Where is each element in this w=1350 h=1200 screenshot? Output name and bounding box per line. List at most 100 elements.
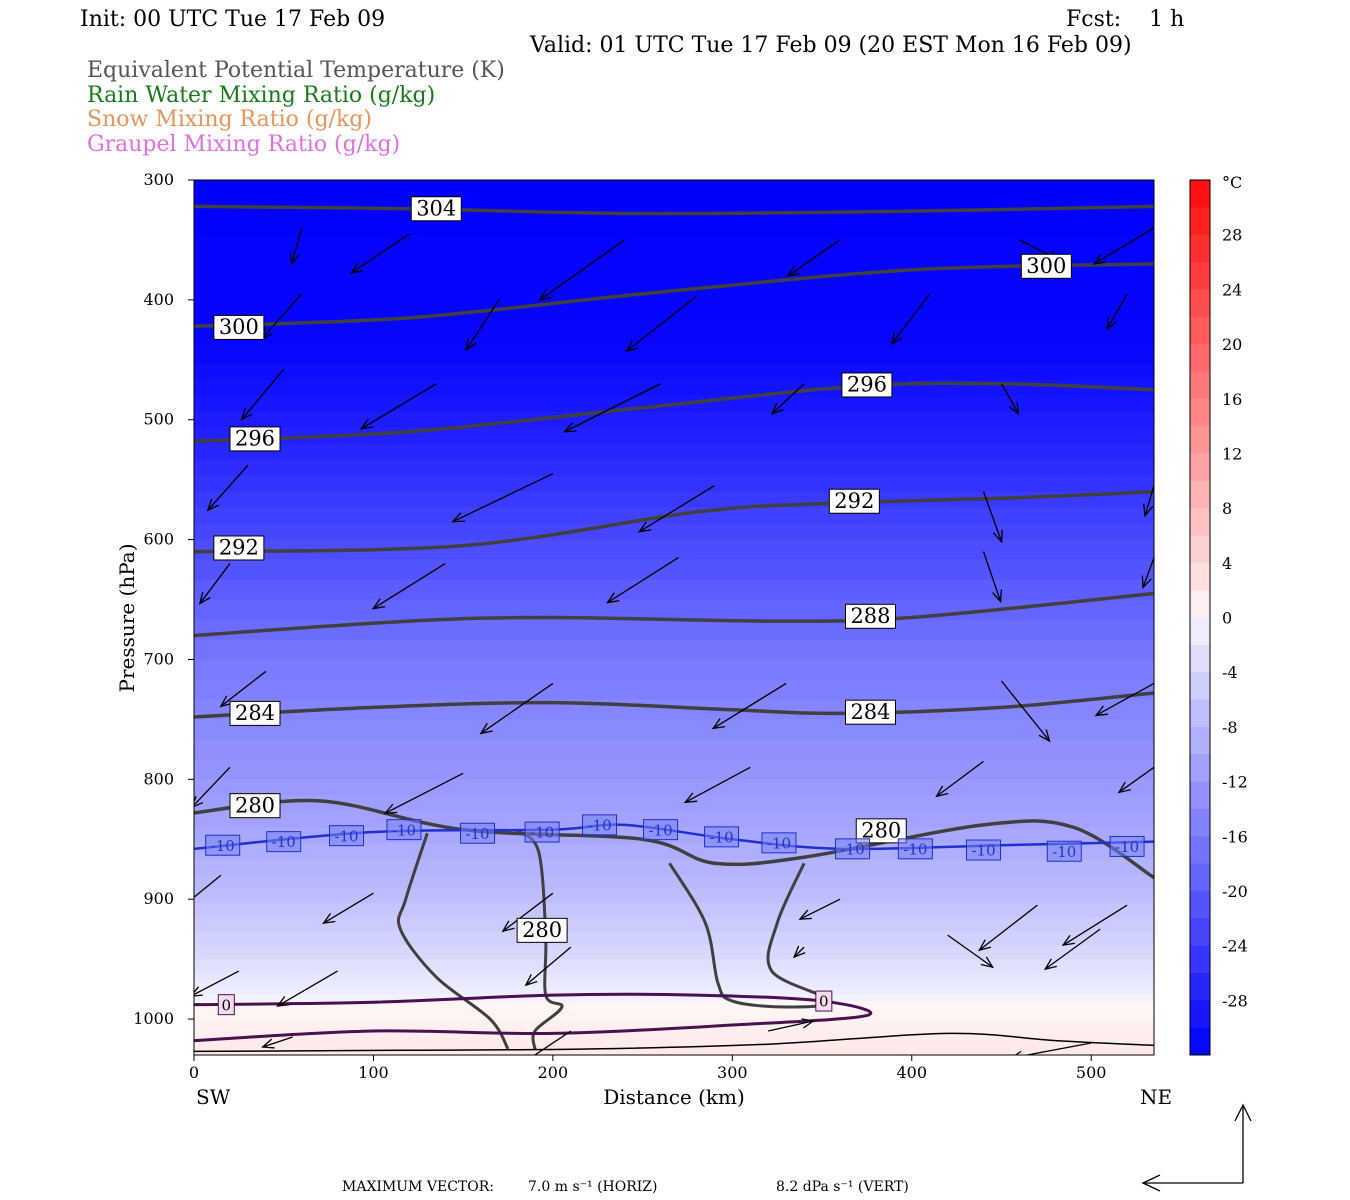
temperature-band — [194, 180, 1154, 209]
colorbar-tick-label: -12 — [1222, 773, 1248, 792]
wind-vector — [947, 934, 995, 969]
temperature-band — [194, 795, 1154, 813]
wind-vector — [890, 293, 931, 346]
wind-vector — [625, 295, 697, 353]
isotherm-label: -10 — [966, 839, 1002, 861]
theta-e-label: 300 — [1020, 253, 1072, 279]
wind-vector — [371, 563, 446, 610]
temperature-band — [194, 579, 1154, 601]
temperature-band — [194, 719, 1154, 741]
colorbar-tick-label: 0 — [1222, 609, 1232, 628]
zero-line-label: 0 — [217, 994, 235, 1016]
wind-vector — [1014, 1042, 1092, 1055]
colorbar-swatch — [1190, 426, 1210, 454]
colorbar-swatch — [1190, 617, 1210, 646]
wind-vector — [1141, 557, 1154, 590]
wind-vector — [198, 563, 231, 605]
wind-vector — [276, 970, 338, 1007]
temperature-band — [194, 475, 1154, 493]
x-axis-label: Distance (km) — [603, 1085, 745, 1109]
colorbar-swatch — [1190, 234, 1210, 263]
colorbar-tick-label: 4 — [1222, 554, 1232, 573]
svg-text:-10: -10 — [587, 816, 611, 834]
colorbar-swatch — [1190, 344, 1210, 372]
svg-text:284: 284 — [850, 700, 890, 724]
temperature-band — [194, 966, 1154, 975]
terrain-line — [194, 1032, 1154, 1053]
wind-vector — [683, 766, 751, 804]
temperature-band — [194, 679, 1154, 701]
isotherm-label: -10 — [1109, 835, 1145, 857]
svg-text:-10: -10 — [530, 824, 554, 842]
svg-text:-10: -10 — [1052, 843, 1076, 861]
colorbar-tick-label: 20 — [1222, 335, 1242, 354]
y-tick-label: 900 — [143, 889, 174, 908]
wind-vector — [637, 485, 715, 533]
temperature-band — [194, 539, 1154, 561]
colorbar: 28 24 20 16 12 8 4 0 -4 -8 -12 -16 -20 -24 -28 — [1189, 179, 1248, 1056]
wind-vectors — [194, 227, 1154, 1055]
temperature-band — [194, 411, 1154, 429]
field-label-rain: Rain Water Mixing Ratio (g/kg) — [87, 83, 435, 108]
temperature-band — [194, 363, 1154, 381]
isotherm-label: -10 — [205, 834, 241, 856]
isotherm-label: -10 — [386, 819, 422, 841]
temperature-band — [194, 559, 1154, 581]
theta-e-label: 296 — [841, 372, 893, 398]
wind-vector — [289, 227, 303, 266]
svg-text:-10: -10 — [392, 821, 416, 839]
temperature-fill-bands — [194, 180, 1154, 1055]
colorbar-swatch — [1190, 672, 1210, 701]
colorbar-swatch — [1190, 316, 1210, 345]
theta-e-line — [194, 262, 1154, 328]
reference-vector-icon — [1141, 1103, 1252, 1192]
colorbar-swatch — [1190, 371, 1210, 400]
temperature-band — [194, 875, 1154, 891]
theta-e-line — [194, 691, 1154, 719]
colorbar-tick-label: -4 — [1222, 663, 1238, 682]
wind-vector — [322, 892, 374, 925]
temperature-band — [194, 980, 1154, 989]
svg-text:300: 300 — [1026, 254, 1066, 278]
temperature-band — [194, 1019, 1154, 1030]
wind-vector — [261, 1036, 293, 1049]
svg-text:-10: -10 — [465, 825, 489, 843]
wind-vector — [538, 239, 626, 301]
theta-e-label: 292 — [213, 535, 265, 561]
temperature-band — [194, 903, 1154, 919]
colorbar-swatch — [1190, 398, 1210, 427]
temperature-band — [194, 1001, 1154, 1012]
temperature-band — [194, 659, 1154, 681]
wind-vector — [982, 491, 1003, 544]
temperature-band — [194, 994, 1154, 1003]
svg-text:288: 288 — [850, 604, 890, 628]
theta-e-label: 284 — [229, 700, 281, 726]
wind-vector — [501, 892, 554, 933]
wind-vector — [1106, 293, 1128, 331]
colorbar-swatch — [1190, 918, 1210, 947]
temperature-band — [194, 917, 1154, 933]
temperature-band — [194, 945, 1154, 961]
isotherm-label: -10 — [460, 822, 496, 844]
theta-e-label: 296 — [229, 426, 281, 452]
colorbar-tick-label: 8 — [1222, 499, 1232, 518]
y-tick-label: 1000 — [133, 1009, 174, 1028]
colorbar-unit: °C — [1222, 173, 1242, 192]
colorbar-frame — [1189, 179, 1211, 1056]
isotherm-label: -10 — [897, 838, 933, 860]
wind-vector — [349, 233, 410, 274]
temperature-band — [194, 599, 1154, 621]
wind-vector — [451, 473, 554, 523]
theta-e-line — [194, 489, 1154, 554]
field-label-theta-e: Equivalent Potential Temperature (K) — [87, 58, 505, 83]
wind-vector — [563, 383, 661, 433]
temperature-band — [194, 759, 1154, 781]
colorbar-swatch — [1190, 289, 1210, 318]
colorbar-swatch — [1190, 207, 1210, 236]
field-label-graupel: Graupel Mixing Ratio (g/kg) — [87, 132, 400, 157]
colorbar-tick-label: -24 — [1222, 937, 1248, 956]
wind-vector — [383, 772, 464, 815]
x-axis-left-label: SW — [196, 1085, 231, 1109]
colorbar-swatch — [1190, 1027, 1210, 1056]
forecast-hour: Fcst: 1 h — [1066, 7, 1184, 32]
